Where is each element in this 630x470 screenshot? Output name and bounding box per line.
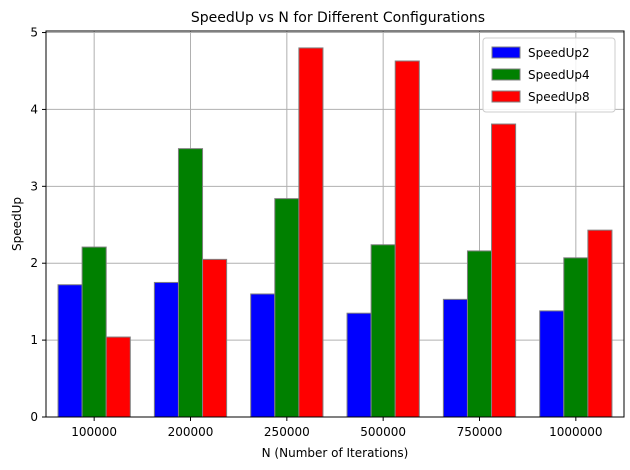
bar-speedup4-250000 [274,198,300,418]
x-tick-label: 1000000 [549,425,602,439]
y-tick-label: 5 [30,26,38,40]
bar-speedup8-200000 [202,258,228,418]
bar-speedup2-750000 [442,298,468,418]
bar-speedup8-100000 [105,336,131,418]
bar-speedup4-200000 [177,148,204,418]
bar-speedup4-1000000 [563,257,589,418]
bar-speedup8-500000 [394,60,420,418]
legend-label: SpeedUp2 [528,46,590,60]
x-tick-label: 250000 [264,425,310,439]
bar-speedup8-750000 [491,123,517,418]
x-tick-label: 100000 [71,425,117,439]
legend-swatch [491,68,521,81]
bars [57,47,613,418]
y-tick-label: 4 [30,102,38,116]
x-tick-label: 200000 [168,425,214,439]
y-axis-title: SpeedUp [10,197,24,251]
y-tick-label: 0 [30,410,38,424]
bar-speedup8-250000 [298,47,324,418]
bar-speedup4-500000 [370,244,396,418]
legend-swatch [491,46,521,59]
y-tick-label: 1 [30,333,38,347]
y-tick-label: 2 [30,256,38,270]
bar-speedup4-750000 [466,250,493,418]
plot-frame [45,30,625,418]
legend-label: SpeedUp4 [528,68,590,82]
x-tick-label: 500000 [360,425,406,439]
legend-label: SpeedUp8 [528,90,590,104]
x-axis-title: N (Number of Iterations) [262,446,409,460]
x-tick-label: 750000 [457,425,503,439]
bar-speedup2-500000 [346,312,372,418]
chart-title: SpeedUp vs N for Different Configuration… [191,10,485,26]
bar-speedup8-1000000 [587,229,613,418]
bar-speedup2-250000 [250,293,276,418]
legend: SpeedUp2 SpeedUp4 SpeedUp8 [482,37,616,113]
bar-speedup2-200000 [153,281,179,418]
legend-swatch [491,90,521,103]
bar-speedup2-1000000 [539,310,565,418]
axis-ticks: 0 1 2 3 4 5 100000 200000 250000 500000 750000 1000… [30,26,602,439]
y-tick-label: 3 [30,179,38,193]
bar-speedup2-100000 [57,284,83,418]
bar-speedup4-100000 [81,246,107,418]
